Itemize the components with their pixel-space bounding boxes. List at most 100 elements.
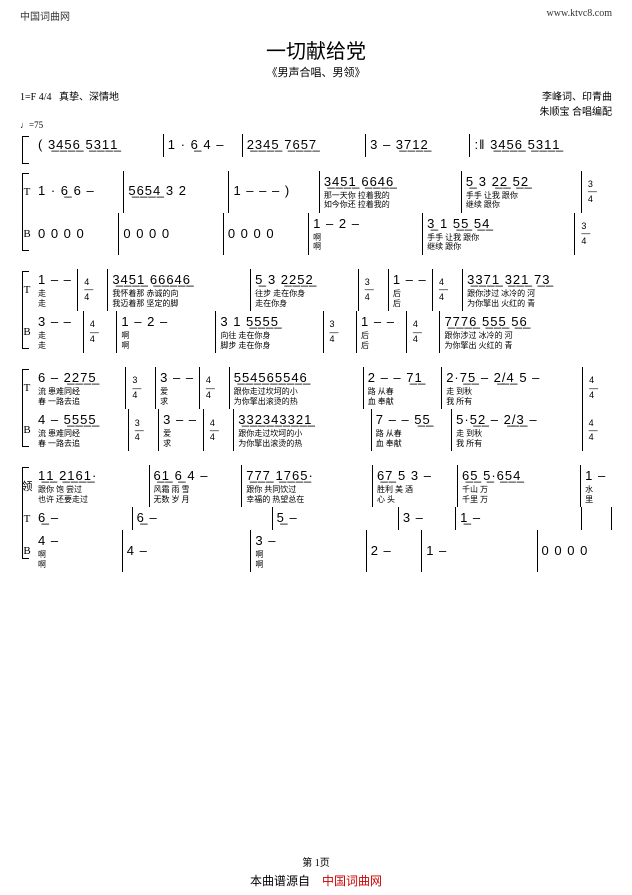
notes: 4 –	[38, 533, 118, 550]
lyrics: 千山 万	[462, 485, 576, 495]
lyrics: 爱	[160, 387, 195, 397]
lyrics: 手手 让我 跟你	[427, 233, 570, 243]
measure: 3̲4̲5̲1̲ 6̲6̲4̲6̲那一天你 拉着我的如今你还 拉着我的	[320, 171, 462, 213]
lyrics: 走在你身	[255, 299, 354, 309]
lyrics: 胜利 美 酒	[377, 485, 453, 495]
notes: 4 –	[127, 543, 247, 560]
notes: 2̲3̲4̲5̲ 7̲6̲5̲7̲	[247, 137, 361, 154]
lyrics: 春 一路去追	[38, 397, 121, 407]
lyrics: 跟你走过坎坷的小	[234, 387, 359, 397]
lyrics: 后	[361, 341, 402, 351]
lyrics: 往步 走在你身	[255, 289, 354, 299]
lyrics: 幸福的 热望总在	[246, 495, 368, 505]
measure: 2·7̲5̲ – 2̲/̲4̲ 5 –走 到秋我 所有	[442, 367, 583, 409]
lyrics: 如今你还 拉着我的	[324, 200, 457, 210]
notes: 3̲4̲5̲1̲ 6̲6̲4̲6̲	[324, 174, 457, 191]
notes: 5̲6̲5̲4̲ 3 2	[128, 183, 224, 200]
measure: 3—4	[129, 409, 159, 451]
lyrics: 跟你涉过 冰冷的 河	[467, 289, 608, 299]
lyrics: 啊	[313, 233, 418, 243]
notes: 2·7̲5̲ – 2̲/̲4̲ 5 –	[446, 370, 578, 387]
lyrics: 血 奉献	[376, 439, 447, 449]
lyrics: 后	[393, 299, 428, 309]
measure: 2̲3̲4̲5̲ 7̲6̲5̲7̲	[243, 134, 366, 157]
lyrics: 啊	[38, 560, 118, 570]
measure: 1 – 2 –啊啊	[117, 311, 216, 353]
measure: 3 – –爱求	[159, 409, 204, 451]
lyrics: 路 从春	[376, 429, 447, 439]
site-right: www.ktvc8.com	[547, 8, 612, 23]
measure: 2 –	[367, 530, 423, 572]
lyrics: 里	[585, 495, 608, 505]
measure: 6 – 2̲2̲7̲5̲流 患难同经春 一路去追	[34, 367, 126, 409]
measure: 1 · 6̲ 6 –	[34, 171, 124, 213]
lyrics: 走	[38, 299, 73, 309]
notes: 1 · 6̲ 6 –	[38, 183, 119, 200]
notes: 1 –	[426, 543, 532, 560]
subtitle: 《男声合唱、男领》	[20, 64, 612, 80]
measure: 3—4	[324, 311, 358, 353]
measure: 1 – –后后	[389, 269, 433, 311]
lyrics: 流 患难同经	[38, 429, 124, 439]
expression: 真挚、深情地	[59, 92, 119, 103]
notes: 7̲7̲7̲6̲ 5̲5̲5̲ 5̲6̲	[444, 314, 608, 331]
notes: 3̲4̲5̲1̲ 6̲6̲6̲4̲6̲	[112, 272, 246, 289]
notes: 1 – –	[361, 314, 402, 331]
notes: 7̲7̲7̲ 1̲7̲6̲5̲·	[246, 468, 368, 485]
measure: 3 1 5̲5̲5̲5̲向往 走在你身脚步 走在你身	[216, 311, 323, 353]
notes: :‖ 3̲4̲5̲6̲ 5̲3̲1̲1̲	[474, 137, 608, 154]
notes: 6̲1̲ 6̲ 4 –	[154, 468, 238, 485]
notes: 6̲ –	[137, 510, 268, 527]
lyrics: 为你擎出滚烫的热	[238, 439, 367, 449]
part-label: B	[20, 545, 34, 557]
notes: 7 – – 5̲5̲	[376, 412, 447, 429]
lyrics: 啊	[255, 560, 361, 570]
lyrics: 路 从春	[368, 387, 437, 397]
lyrics: 走	[38, 289, 73, 299]
site-left: 中国词曲网	[20, 8, 70, 23]
measure: :‖ 3̲4̲5̲6̲ 5̲3̲1̲1̲	[470, 134, 612, 157]
measure: 3 –啊啊	[251, 530, 366, 572]
measure	[582, 507, 612, 530]
lyrics: 走 到秋	[446, 387, 578, 397]
notes: 1 – –	[38, 272, 73, 289]
lyrics: 求	[160, 397, 195, 407]
measure: 0 0 0 0	[119, 213, 223, 255]
notes: 6̲ –	[38, 510, 128, 527]
measure: 5̲ 3 2̲2̲5̲2̲往步 走在你身 走在你身	[251, 269, 359, 311]
measure: 7̲7̲7̲6̲ 5̲5̲5̲ 5̲6̲跟你涉过 冰冷的 河为你擎出 火红的 青	[440, 311, 612, 353]
measure: 4—4	[200, 367, 230, 409]
measure: 4—4	[84, 311, 118, 353]
part-label: B	[20, 326, 34, 338]
part-label: B	[20, 424, 34, 436]
measure: 1 –	[422, 530, 537, 572]
notes: 3 – –	[160, 370, 195, 387]
notes: 3 – –	[163, 412, 199, 429]
part-label: T	[20, 382, 34, 394]
measure: 3—4	[126, 367, 156, 409]
measure: 3—4	[582, 171, 612, 213]
notes: 1 –	[585, 468, 608, 485]
measure: 4—4	[78, 269, 108, 311]
lyrics: 为你擎出滚烫的热	[234, 397, 359, 407]
notes: 3 –	[255, 533, 361, 550]
measure: 3 – –爱求	[156, 367, 200, 409]
measure: 4—4	[583, 367, 612, 409]
lyrics: 水	[585, 485, 608, 495]
measure: 0 0 0 0	[34, 213, 119, 255]
measure: 1 – 2 –啊啊	[309, 213, 423, 255]
part-label: T	[20, 513, 34, 525]
part-label: T	[20, 186, 34, 198]
measure: 1 · 6̲ 4 –	[164, 134, 243, 157]
lyrics: 啊	[121, 341, 211, 351]
lyrics: 跟你 共同饮过	[246, 485, 368, 495]
notes: 3 –	[403, 510, 451, 527]
lyrics: 后	[393, 289, 428, 299]
measure: 3 – –走走	[34, 311, 84, 353]
lyrics: 跟你 饱 尝过	[38, 485, 145, 495]
notes: 1̲ –	[460, 510, 577, 527]
measure: 7̲7̲7̲ 1̲7̲6̲5̲·跟你 共同饮过幸福的 热望总在	[242, 465, 373, 507]
lyrics: 我怀着那 赤诚的向	[112, 289, 246, 299]
measure: 3̲3̲7̲1̲ 3̲2̲1̲ 7̲3̲跟你涉过 冰冷的 河为你擎出 火红的 青	[463, 269, 612, 311]
measure: 5̲ 3 2̲2̲ 5̲2̲手手 让我 跟你 继续 跟你	[462, 171, 582, 213]
